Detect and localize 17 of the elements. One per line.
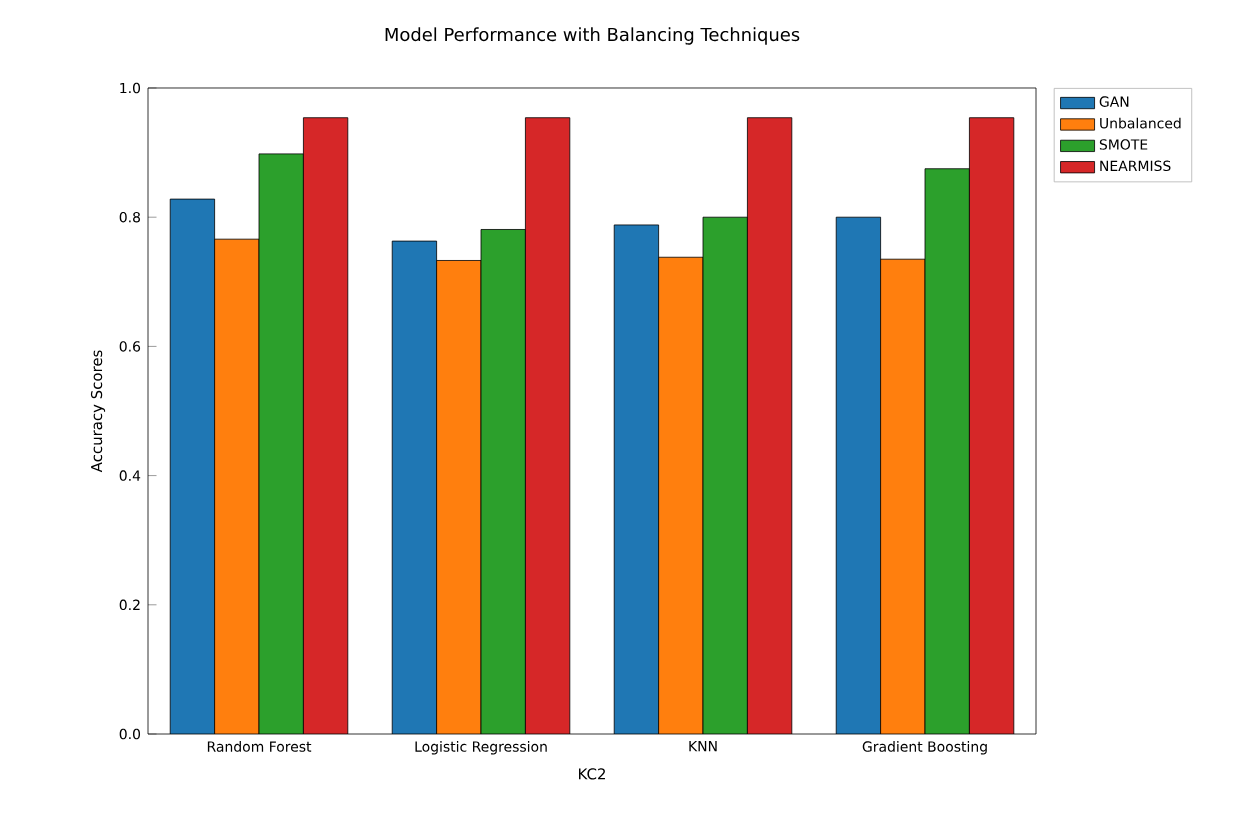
- bar: [392, 241, 437, 734]
- bar: [658, 256, 704, 734]
- bar: [525, 117, 570, 734]
- bar: [613, 224, 660, 734]
- chart-title: Model Performance with Balancing Techniques: [385, 27, 800, 45]
- bar: [258, 153, 304, 734]
- bar: [169, 198, 216, 734]
- bar: [924, 168, 970, 734]
- bar: [835, 216, 882, 734]
- bar: [303, 117, 349, 734]
- bar: [481, 229, 526, 734]
- bar: [747, 117, 793, 734]
- bar: [880, 258, 926, 734]
- bar: [436, 260, 482, 734]
- bar: [969, 117, 1015, 734]
- bar: [214, 238, 260, 734]
- bar: [702, 216, 748, 734]
